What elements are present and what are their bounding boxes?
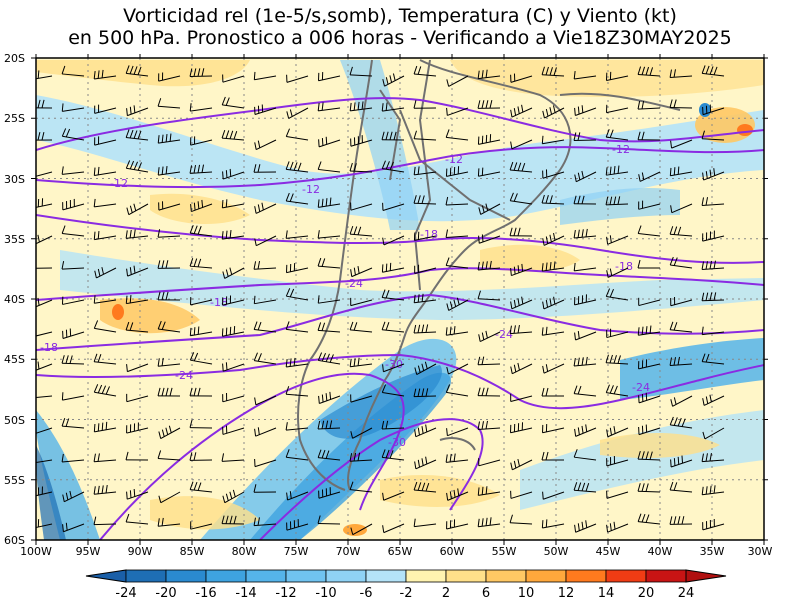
colorbar-swatch [166, 570, 206, 582]
lon-label: 50W [544, 545, 569, 558]
lon-label: 100W [20, 545, 52, 558]
contour-label: -12 [445, 153, 463, 166]
lon-label: 35W [700, 545, 725, 558]
contour-label: -12 [110, 177, 128, 190]
lat-label: 20S [4, 52, 25, 65]
colorbar [86, 570, 726, 582]
contour-label: -18 [615, 260, 633, 273]
contour-label: -12 [302, 183, 320, 196]
colorbar-swatch [406, 570, 446, 582]
colorbar-label: -10 [315, 586, 336, 601]
lat-label: 30S [4, 173, 25, 186]
lon-label: 70W [336, 545, 361, 558]
colorbar-label: 24 [678, 586, 695, 601]
lon-label: 60W [440, 545, 465, 558]
contour-label: -12 [612, 143, 630, 156]
colorbar-swatch [326, 570, 366, 582]
colorbar-label: -2 [400, 586, 413, 601]
colorbar-label: -24 [115, 586, 136, 601]
lon-label: 30W [748, 545, 773, 558]
colorbar-label: 6 [482, 586, 490, 601]
lat-label: 25S [4, 112, 25, 125]
lon-label: 55W [492, 545, 517, 558]
lon-label: 90W [128, 545, 153, 558]
colorbar-swatch [446, 570, 486, 582]
contour-label: -30 [388, 436, 406, 449]
colorbar-label: 12 [558, 586, 575, 601]
lon-label: 85W [180, 545, 205, 558]
colorbar-label: -12 [275, 586, 296, 601]
colorbar-label: 14 [598, 586, 615, 601]
contour-label: -24 [345, 277, 363, 290]
colorbar-swatch [366, 570, 406, 582]
colorbar-label: -14 [235, 586, 256, 601]
lat-label: 50S [4, 414, 25, 427]
lon-label: 65W [388, 545, 413, 558]
contour-label: -24 [632, 381, 650, 394]
lat-label: 45S [4, 353, 25, 366]
contour-label: -18 [210, 296, 228, 309]
colorbar-swatch [246, 570, 286, 582]
colorbar-left-arrow [86, 570, 126, 582]
contour-label: -18 [40, 341, 58, 354]
colorbar-swatch [126, 570, 166, 582]
lon-label: 40W [648, 545, 673, 558]
colorbar-swatch [486, 570, 526, 582]
lon-label: 80W [232, 545, 257, 558]
lon-label: 75W [284, 545, 309, 558]
colorbar-swatch [566, 570, 606, 582]
lat-label: 35S [4, 233, 25, 246]
colorbar-label: -6 [360, 586, 373, 601]
lon-label: 45W [596, 545, 621, 558]
colorbar-label: -16 [195, 586, 216, 601]
lat-label: 40S [4, 293, 25, 306]
lon-label: 95W [76, 545, 101, 558]
colorbar-label: -20 [155, 586, 176, 601]
colorbar-label: 2 [442, 586, 450, 601]
contour-label: -30 [385, 358, 403, 371]
colorbar-swatch [206, 570, 246, 582]
contour-label: -24 [175, 369, 193, 382]
lat-label: 55S [4, 474, 25, 487]
colorbar-label: 20 [638, 586, 655, 601]
colorbar-swatch [286, 570, 326, 582]
colorbar-label: 10 [518, 586, 535, 601]
colorbar-swatch [646, 570, 686, 582]
colorbar-right-arrow [686, 570, 726, 582]
colorbar-swatch [526, 570, 566, 582]
colorbar-swatch [606, 570, 646, 582]
